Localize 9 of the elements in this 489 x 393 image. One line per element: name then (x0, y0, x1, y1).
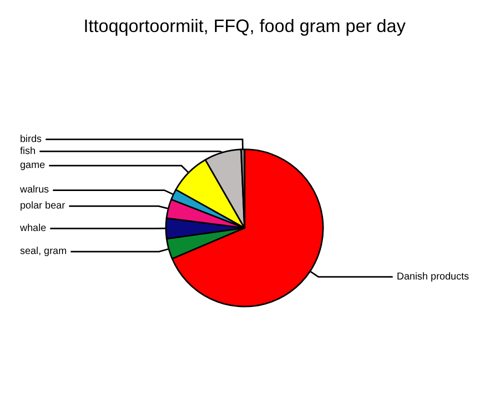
slice-label: polar bear (20, 200, 66, 212)
chart-title: Ittoqqortoormiit, FFQ, food gram per day (83, 16, 406, 36)
slice-label: fish (20, 146, 36, 157)
slice-label: walrus (19, 184, 49, 196)
slice-label: Danish products (396, 271, 469, 282)
slice-label: birds (20, 134, 42, 145)
slice-label: whale (19, 222, 47, 234)
slice-label: seal, gram (20, 246, 67, 258)
slice-label: game (20, 160, 46, 172)
